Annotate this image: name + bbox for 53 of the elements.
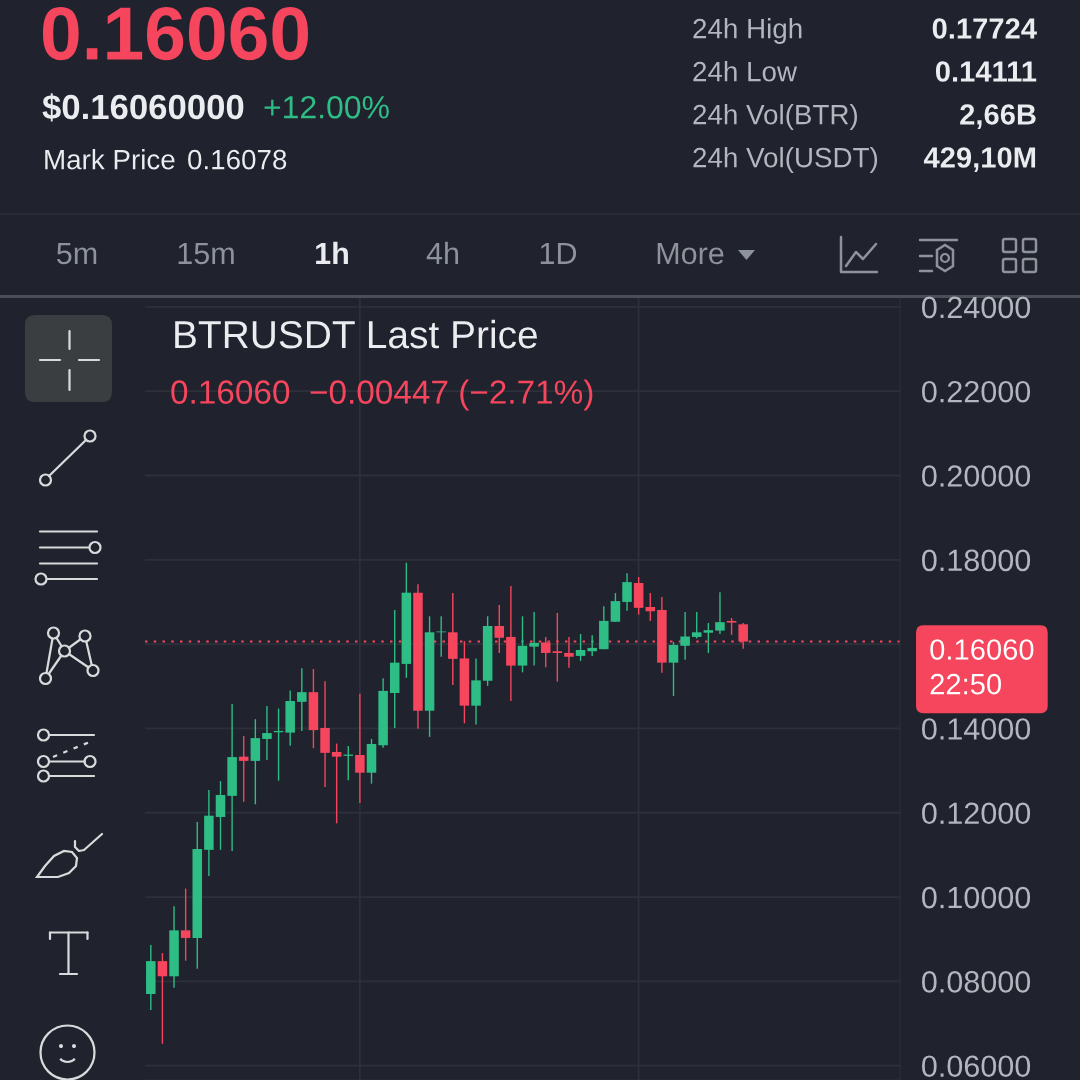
y-tick-label: 0.24000 [922,296,1031,319]
candlestick [622,572,632,612]
text: 429,10M [923,147,1036,173]
candlestick [680,611,690,661]
candlestick [157,952,168,1045]
text: 24h High [693,18,802,44]
y-tick-label: 0.06000 [922,1055,1031,1078]
candlestick [215,780,226,851]
y-tick-label: 0.22000 [922,380,1031,403]
candlestick [715,591,725,635]
candlestick [436,615,446,658]
text: 4h [426,241,459,264]
candlestick [297,667,307,732]
text: 0.16078 [188,149,287,170]
candlestick [238,735,249,803]
candlestick [180,887,191,962]
text: 24h Vol(USDT) [693,147,878,173]
y-tick-label: 0.10000 [922,886,1031,909]
candlestick [668,641,679,697]
candlestick [703,622,714,654]
text: 24h Vol(BTR) [693,104,858,130]
y-tick-label: 0.12000 [922,802,1031,825]
candlestick [587,634,597,657]
candlestick [645,592,656,622]
text: 0.16060 −0.00447 (−2.71%) [171,379,593,411]
y-tick-label: 0.20000 [922,465,1031,487]
text: +12.00% [264,95,389,119]
candlestick [250,718,261,805]
candlestick [691,611,702,640]
text: 24h Low [693,61,798,82]
candlestick [610,592,621,623]
text: 0.16060 [42,7,309,61]
y-tick-label: 0.18000 [922,549,1031,572]
chart-title: BTRUSDT Last Price [175,319,537,349]
candlestick [331,742,342,824]
y-tick-label: 0.14000 [922,718,1031,740]
candlestick [355,693,365,804]
text: 0.17724 [932,18,1037,39]
text: 1D [540,242,577,264]
text: $0.16060000 [42,93,244,122]
text: 2,66B [960,104,1036,130]
text: 1h [316,241,348,264]
candlestick [575,633,586,662]
candlestick [262,705,272,761]
y-tick-label: 0.08000 [922,971,1031,993]
text: 0.14111 [935,61,1037,82]
candlestick [529,611,539,667]
text: 5m [57,242,97,265]
text: Mark Price [45,149,175,170]
ref-line-label: 0.16060 22:50 [930,639,1034,695]
text: 15m [178,242,234,265]
text: More [657,242,724,265]
candlestick [517,615,528,674]
